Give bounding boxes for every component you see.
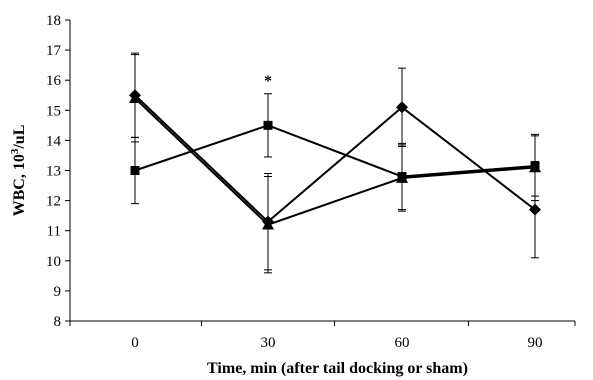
y-tick-label: 13 [46,164,61,180]
series-triangle [129,54,541,274]
y-axis-title-superscript: 3 [9,148,21,154]
y-tick-label: 11 [47,224,61,240]
y-tick-label: 12 [46,194,61,210]
y-tick-label: 8 [54,314,62,330]
x-tick-label: 30 [261,335,276,351]
data-point-diamond [396,101,408,114]
data-point-triangle [129,92,141,104]
y-tick-label: 17 [46,43,62,59]
x-tick-label: 0 [131,335,139,351]
data-series [129,52,541,274]
x-tick-label: 90 [528,335,543,351]
data-point-triangle [396,172,408,183]
significance-asterisk: * [264,73,272,90]
y-axis-title: WBC, 103/uL [9,125,28,217]
y-tick-label: 9 [54,284,62,300]
y-tick-label: 18 [46,13,61,29]
data-point-triangle [262,218,274,230]
x-tick-label: 60 [395,335,410,351]
data-point-square [263,120,273,130]
chart-labels: Time, min (after tail docking or sham) W… [9,13,543,377]
y-tick-label: 15 [46,103,61,119]
data-point-triangle [529,161,541,173]
y-tick-label: 16 [46,73,62,89]
y-axis-title-suffix: /uL [11,125,28,150]
axes [65,19,576,326]
x-axis-title: Time, min (after tail docking or sham) [207,360,468,377]
y-tick-label: 14 [46,133,62,149]
data-point-square [130,166,140,175]
y-axis-title-prefix: WBC, 10 [11,154,28,216]
series-diamond [129,52,541,271]
y-tick-label: 10 [46,254,61,270]
series-line [134,94,536,224]
series-line [134,124,536,178]
data-point-diamond [529,203,541,216]
series-line [134,97,536,226]
